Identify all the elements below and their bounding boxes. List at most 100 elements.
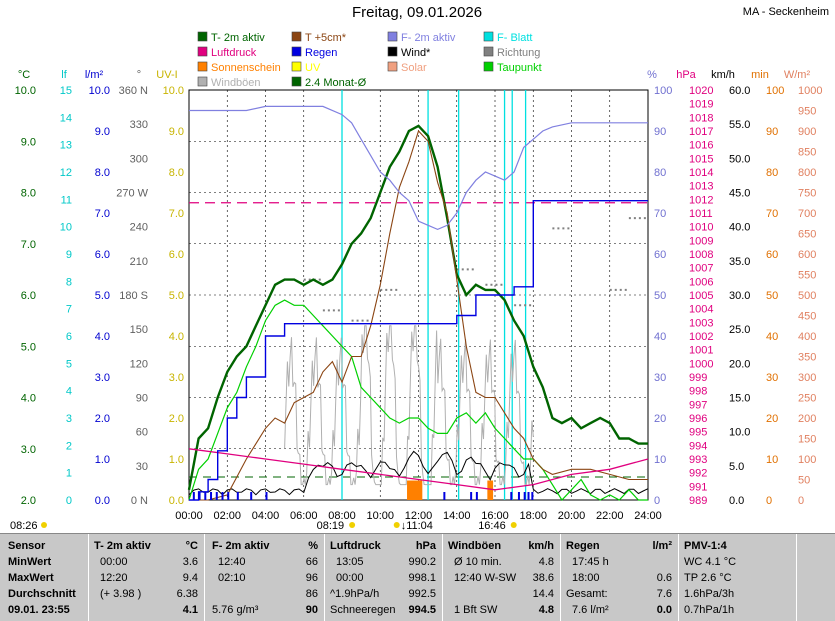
y-tick-label: 0.0 — [95, 495, 110, 507]
summary-unit: °C — [185, 540, 198, 552]
rain-tick — [527, 492, 530, 500]
summary-value: 7.6 — [656, 588, 672, 600]
y-tick-label: 6.0 — [95, 249, 110, 261]
summary-value: 4.8 — [538, 604, 554, 616]
y-tick-label: 2.0 — [95, 413, 110, 425]
summary-unit: % — [308, 540, 318, 552]
y-tick-label: 10 — [654, 454, 666, 466]
y-tick-label: 300 — [798, 372, 816, 384]
y-tick-label: 15.0 — [729, 393, 750, 405]
y-tick-label: 55.0 — [729, 119, 750, 131]
legend-label: F- Blatt — [497, 32, 532, 44]
y-tick-label: 2.0 — [169, 413, 184, 425]
summary-value: TP 2.6 °C — [684, 572, 732, 584]
y-tick-label: 5.0 — [21, 341, 36, 353]
axis-unit-label: % — [647, 69, 657, 81]
y-tick-label: 7.0 — [169, 208, 184, 220]
x-tick-label: 18:00 — [519, 510, 547, 522]
y-tick-label: 2 — [66, 440, 72, 452]
y-tick-label: 6.0 — [21, 290, 36, 302]
y-tick-label: 25.0 — [729, 324, 750, 336]
series-wind — [188, 450, 649, 496]
y-tick-label: 20 — [766, 413, 778, 425]
y-tick-label: 1.0 — [169, 454, 184, 466]
rain-tick — [517, 492, 520, 500]
x-tick-label: 22:00 — [596, 510, 624, 522]
y-tick-label: 80 — [654, 167, 666, 179]
summary-time: 02:10 — [218, 572, 246, 584]
y-tick-label: 50 — [766, 290, 778, 302]
y-tick-label: 0 — [66, 495, 72, 507]
rain-tick — [531, 492, 534, 500]
legend-swatch — [387, 31, 398, 42]
y-tick-label: 100 — [798, 454, 816, 466]
summary-time: Ø 10 min. — [454, 556, 502, 568]
summary-value: 6.38 — [176, 588, 198, 600]
y-tick-label: 996 — [689, 413, 707, 425]
y-tick-label: 0.0 — [169, 495, 184, 507]
summary-value: 14.4 — [532, 588, 554, 600]
summary-time: 7.6 l/m² — [572, 604, 609, 616]
y-tick-label: 1004 — [689, 304, 713, 316]
y-tick-label: 7.0 — [95, 208, 110, 220]
y-tick-label: 210 — [130, 256, 148, 268]
y-tick-label: 3.0 — [95, 372, 110, 384]
y-tick-label: 8.0 — [95, 167, 110, 179]
y-tick-label: 11 — [61, 194, 72, 206]
x-tick-label: 04:00 — [252, 510, 280, 522]
legend-swatch — [197, 31, 208, 42]
legend-label: Sonnenschein — [211, 62, 281, 74]
y-tick-label: 3.0 — [21, 444, 36, 456]
summary-value: 998.1 — [408, 572, 436, 584]
summary-time: 13:05 — [336, 556, 364, 568]
axis-unit-label: l/m² — [85, 69, 104, 81]
axis-unit-label: UV-I — [156, 69, 177, 81]
summary-unit: l/m² — [652, 540, 672, 552]
legend-label: Wind* — [401, 47, 431, 59]
y-tick-label: 10 — [60, 222, 72, 234]
y-tick-label: 80 — [766, 167, 778, 179]
legend-swatch — [291, 76, 302, 87]
summary-sensor-header: Sensor — [8, 540, 46, 552]
y-tick-label: 9.0 — [169, 126, 184, 138]
y-tick-label: 150 — [130, 324, 148, 336]
axis-unit-label: km/h — [711, 69, 735, 81]
rain-tick — [198, 492, 201, 500]
y-tick-label: 993 — [689, 454, 707, 466]
axis-unit-label: W/m² — [784, 69, 811, 81]
series-line — [189, 105, 648, 231]
y-tick-label: 30 — [136, 461, 148, 473]
summary-gust-col: Windböen km/h Ø 10 min. 4.8 12:40 W-SW 38.6… — [448, 538, 554, 618]
summary-time: (+ 3.98 ) — [100, 588, 142, 600]
summary-value: 3.6 — [182, 556, 198, 568]
y-tick-label: 9.0 — [95, 126, 110, 138]
y-tick-label: 20.0 — [729, 358, 750, 370]
summary-value: 86 — [305, 588, 318, 600]
y-tick-label: 1015 — [689, 153, 713, 165]
summary-header: F- 2m aktiv — [212, 540, 270, 552]
y-tick-label: 1016 — [689, 140, 713, 152]
summary-value: 96 — [305, 572, 318, 584]
y-tick-label: 1007 — [689, 263, 713, 275]
rain-tick — [236, 492, 239, 500]
y-tick-label: 5.0 — [169, 290, 184, 302]
summary-pmv-col: PMV-1:4 WC 4.1 °C TP 2.6 °C 1.6hPa/3h 0.… — [684, 538, 794, 618]
y-tick-label: 2.0 — [21, 495, 36, 507]
summary-label: MaxWert — [8, 572, 54, 584]
y-tick-label: 1018 — [689, 112, 713, 124]
rain-tick — [475, 492, 478, 500]
y-tick-label: 989 — [689, 495, 707, 507]
legend-label: Solar — [401, 62, 427, 74]
chart-title: Freitag, 09.01.2026 — [352, 4, 483, 21]
y-tick-label: 40.0 — [729, 222, 750, 234]
y-tick-label: 1001 — [689, 345, 713, 357]
y-tick-label: 1012 — [689, 194, 713, 206]
y-tick-label: 0 — [766, 495, 772, 507]
y-tick-label: 10.0 — [89, 85, 110, 97]
legend-swatch — [387, 46, 398, 57]
summary-rain-col: Regen l/m² 17:45 h 18:00 0.6 Gesamt: 7.6 7.… — [566, 538, 672, 618]
legend-label: F- 2m aktiv — [401, 32, 456, 44]
summary-value: 0.0 — [656, 604, 672, 616]
y-tick-label: 20 — [654, 413, 666, 425]
y-tick-label: 330 — [130, 119, 148, 131]
